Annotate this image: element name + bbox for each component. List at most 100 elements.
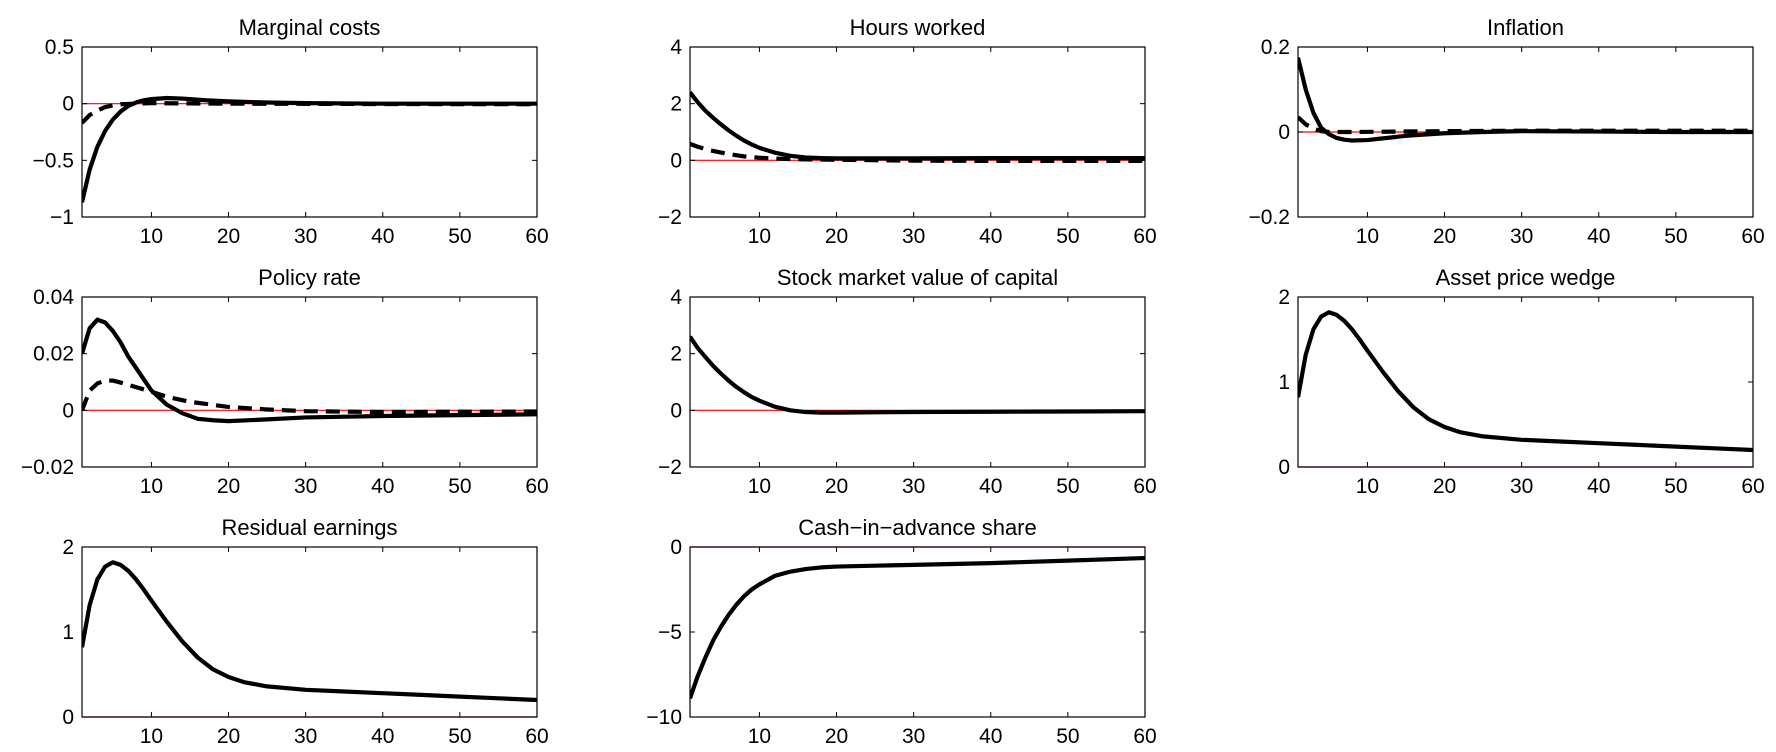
x-tick-label: 30 bbox=[902, 225, 925, 248]
y-tick-label: 4 bbox=[670, 286, 682, 309]
x-tick-label: 40 bbox=[979, 225, 1002, 248]
y-tick-label: 0 bbox=[62, 93, 74, 116]
solid-series-line bbox=[82, 317, 537, 424]
y-tick-label: 0 bbox=[1278, 121, 1290, 144]
panel-title: Inflation bbox=[1487, 15, 1564, 40]
x-tick-label: 60 bbox=[1741, 475, 1764, 498]
y-tick-label: −0.2 bbox=[1249, 206, 1290, 229]
dashed-series-line bbox=[82, 378, 537, 415]
panel-7: Residual earnings 10 20 30 40 50 60 0 1 2 bbox=[62, 515, 548, 748]
x-tick-label: 20 bbox=[217, 475, 240, 498]
panel-title: Hours worked bbox=[850, 15, 986, 40]
y-tick-label: 2 bbox=[1278, 286, 1290, 309]
solid-series-line bbox=[82, 560, 537, 703]
y-tick-label: 0 bbox=[670, 149, 682, 172]
solid-series-line bbox=[690, 335, 1145, 415]
x-tick-label: 10 bbox=[140, 475, 163, 498]
panel-title: Policy rate bbox=[258, 265, 361, 290]
y-tick-label: −10 bbox=[646, 706, 682, 729]
x-tick-label: 20 bbox=[825, 475, 848, 498]
x-tick-label: 40 bbox=[1587, 475, 1610, 498]
panel-title: Asset price wedge bbox=[1436, 265, 1616, 290]
x-tick-label: 10 bbox=[748, 475, 771, 498]
x-tick-label: 50 bbox=[448, 225, 471, 248]
x-tick-label: 50 bbox=[1056, 725, 1079, 748]
y-tick-label: 2 bbox=[670, 93, 682, 116]
plot-frame bbox=[689, 46, 1146, 218]
y-tick-label: 0 bbox=[670, 399, 682, 422]
x-tick-label: 50 bbox=[1056, 225, 1079, 248]
x-tick-label: 30 bbox=[294, 225, 317, 248]
x-tick-label: 40 bbox=[979, 725, 1002, 748]
x-tick-label: 30 bbox=[294, 475, 317, 498]
x-tick-label: 60 bbox=[525, 225, 548, 248]
panel-title: Residual earnings bbox=[221, 515, 397, 540]
y-tick-label: −5 bbox=[658, 621, 682, 644]
panel-8: Cash−in−advance share 10 20 30 40 50 60 −10 −5 0 bbox=[646, 515, 1156, 748]
panel-1: Marginal costs 10 20 30 40 50 60 −1 −0.5 0 0.5 bbox=[33, 15, 549, 248]
x-tick-label: 20 bbox=[217, 725, 240, 748]
panel-title: Marginal costs bbox=[239, 15, 381, 40]
y-tick-label: 2 bbox=[62, 536, 74, 559]
solid-series-line bbox=[690, 91, 1145, 161]
x-tick-label: 20 bbox=[1433, 225, 1456, 248]
x-tick-label: 30 bbox=[294, 725, 317, 748]
y-tick-label: −2 bbox=[658, 456, 682, 479]
x-tick-label: 50 bbox=[1664, 225, 1687, 248]
x-tick-label: 30 bbox=[1510, 225, 1533, 248]
plot-frame bbox=[81, 296, 538, 468]
x-tick-label: 10 bbox=[748, 225, 771, 248]
x-tick-label: 20 bbox=[825, 225, 848, 248]
panel-6: Asset price wedge 10 20 30 40 50 60 0 1 2 bbox=[1278, 265, 1764, 498]
x-tick-label: 30 bbox=[902, 475, 925, 498]
x-tick-label: 60 bbox=[525, 475, 548, 498]
x-tick-label: 40 bbox=[371, 225, 394, 248]
x-tick-label: 50 bbox=[448, 725, 471, 748]
y-tick-label: 1 bbox=[1278, 371, 1290, 394]
x-tick-label: 20 bbox=[825, 725, 848, 748]
x-tick-label: 50 bbox=[1664, 475, 1687, 498]
y-tick-label: 0 bbox=[62, 399, 74, 422]
y-tick-label: −0.5 bbox=[33, 149, 74, 172]
y-tick-label: −2 bbox=[658, 206, 682, 229]
x-tick-label: 20 bbox=[1433, 475, 1456, 498]
panel-title: Stock market value of capital bbox=[777, 265, 1058, 290]
y-tick-label: 1 bbox=[62, 621, 74, 644]
y-tick-label: 0.2 bbox=[1261, 36, 1290, 59]
y-tick-label: 2 bbox=[670, 343, 682, 366]
panel-title: Cash−in−advance share bbox=[798, 515, 1037, 540]
y-tick-label: 0 bbox=[670, 536, 682, 559]
y-tick-label: −0.02 bbox=[21, 456, 74, 479]
y-tick-label: 0 bbox=[62, 706, 74, 729]
y-tick-label: −1 bbox=[50, 206, 74, 229]
y-tick-label: 0.04 bbox=[33, 286, 74, 309]
x-tick-label: 50 bbox=[1056, 475, 1079, 498]
x-tick-label: 10 bbox=[1356, 475, 1379, 498]
y-tick-label: 0 bbox=[1278, 456, 1290, 479]
dashed-series-line bbox=[82, 101, 537, 125]
x-tick-label: 10 bbox=[748, 725, 771, 748]
y-tick-label: 4 bbox=[670, 36, 682, 59]
x-tick-label: 30 bbox=[902, 725, 925, 748]
solid-series-line bbox=[690, 555, 1145, 699]
x-tick-label: 40 bbox=[1587, 225, 1610, 248]
y-tick-label: 0.5 bbox=[45, 36, 74, 59]
x-tick-label: 60 bbox=[1133, 475, 1156, 498]
x-tick-label: 20 bbox=[217, 225, 240, 248]
panel-3: Inflation 10 20 30 40 50 60 −0.2 0 0.2 bbox=[1249, 15, 1765, 248]
x-tick-label: 30 bbox=[1510, 475, 1533, 498]
solid-series-line bbox=[1298, 310, 1753, 453]
dashed-series-line bbox=[1298, 115, 1753, 135]
x-tick-label: 40 bbox=[371, 725, 394, 748]
panel-4: Policy rate 10 20 30 40 50 60 −0.02 0 0.02 0.04 bbox=[21, 265, 549, 498]
y-tick-label: 0.02 bbox=[33, 343, 74, 366]
x-tick-label: 60 bbox=[1133, 725, 1156, 748]
x-tick-label: 60 bbox=[525, 725, 548, 748]
dashed-series-line bbox=[690, 141, 1145, 163]
x-tick-label: 60 bbox=[1133, 225, 1156, 248]
plot-frame bbox=[689, 296, 1146, 468]
x-tick-label: 40 bbox=[979, 475, 1002, 498]
panel-2: Hours worked 10 20 30 40 50 60 −2 0 2 4 bbox=[658, 15, 1157, 248]
